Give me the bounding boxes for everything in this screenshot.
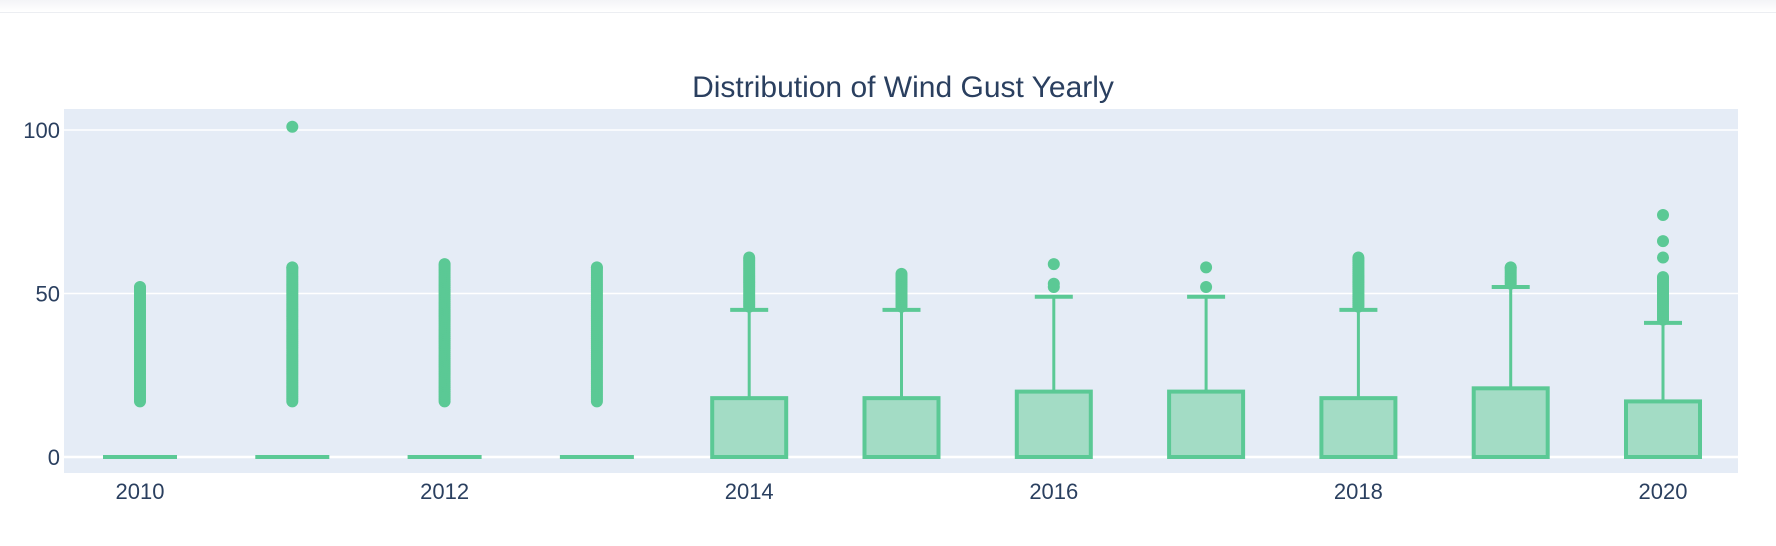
box-2015 bbox=[862, 267, 941, 460]
box-2012 bbox=[407, 258, 482, 459]
outlier-point bbox=[743, 251, 756, 264]
x-tick-label: 2010 bbox=[116, 479, 165, 504]
outlier-point bbox=[1657, 271, 1669, 284]
outlier-point bbox=[1200, 280, 1213, 293]
iqr-box bbox=[1471, 386, 1550, 459]
outlier-point bbox=[134, 280, 146, 293]
outlier-point bbox=[1504, 261, 1517, 274]
outlier-point bbox=[1047, 258, 1060, 271]
x-tick-label: 2016 bbox=[1029, 479, 1078, 504]
x-tick-label: 2014 bbox=[725, 479, 774, 504]
outlier-point bbox=[1657, 209, 1669, 222]
x-tick-label: 2012 bbox=[420, 479, 469, 504]
outlier-point bbox=[286, 261, 299, 274]
outlier-point bbox=[590, 261, 603, 274]
x-tick-label: 2020 bbox=[1639, 479, 1688, 504]
box-2016 bbox=[1014, 258, 1093, 460]
box-2010 bbox=[103, 280, 177, 459]
box-2013 bbox=[559, 261, 634, 459]
boxes-layer bbox=[103, 120, 1702, 460]
box-2018 bbox=[1319, 251, 1398, 460]
box-2020 bbox=[1624, 209, 1702, 460]
iqr-box bbox=[1624, 399, 1702, 460]
y-tick-label: 0 bbox=[48, 445, 60, 470]
outlier-point bbox=[895, 267, 908, 280]
iqr-box bbox=[1167, 389, 1246, 460]
box-2017 bbox=[1167, 261, 1246, 460]
x-axis-ticks: 2010 2012 2014 2016 2018 2020 bbox=[116, 479, 1688, 504]
box-2014 bbox=[710, 251, 789, 460]
y-tick-label: 50 bbox=[36, 282, 60, 307]
outlier-point bbox=[1047, 277, 1060, 290]
chart-title: Distribution of Wind Gust Yearly bbox=[692, 71, 1114, 104]
outlier-point bbox=[1352, 251, 1365, 264]
y-axis-ticks: 0 50 100 bbox=[23, 118, 60, 470]
outlier-point bbox=[1657, 251, 1669, 264]
iqr-box bbox=[1014, 389, 1093, 460]
iqr-box bbox=[1319, 396, 1398, 460]
iqr-box bbox=[710, 396, 789, 460]
box-2019 bbox=[1471, 261, 1550, 459]
top-bar bbox=[0, 0, 1776, 13]
iqr-box bbox=[862, 396, 941, 460]
y-tick-label: 100 bbox=[23, 118, 60, 143]
outlier-point bbox=[1657, 235, 1669, 248]
box-2011 bbox=[255, 120, 330, 459]
outlier-point bbox=[1200, 261, 1213, 274]
outlier-point bbox=[286, 120, 299, 133]
x-tick-label: 2018 bbox=[1334, 479, 1383, 504]
outlier-point bbox=[438, 258, 451, 271]
